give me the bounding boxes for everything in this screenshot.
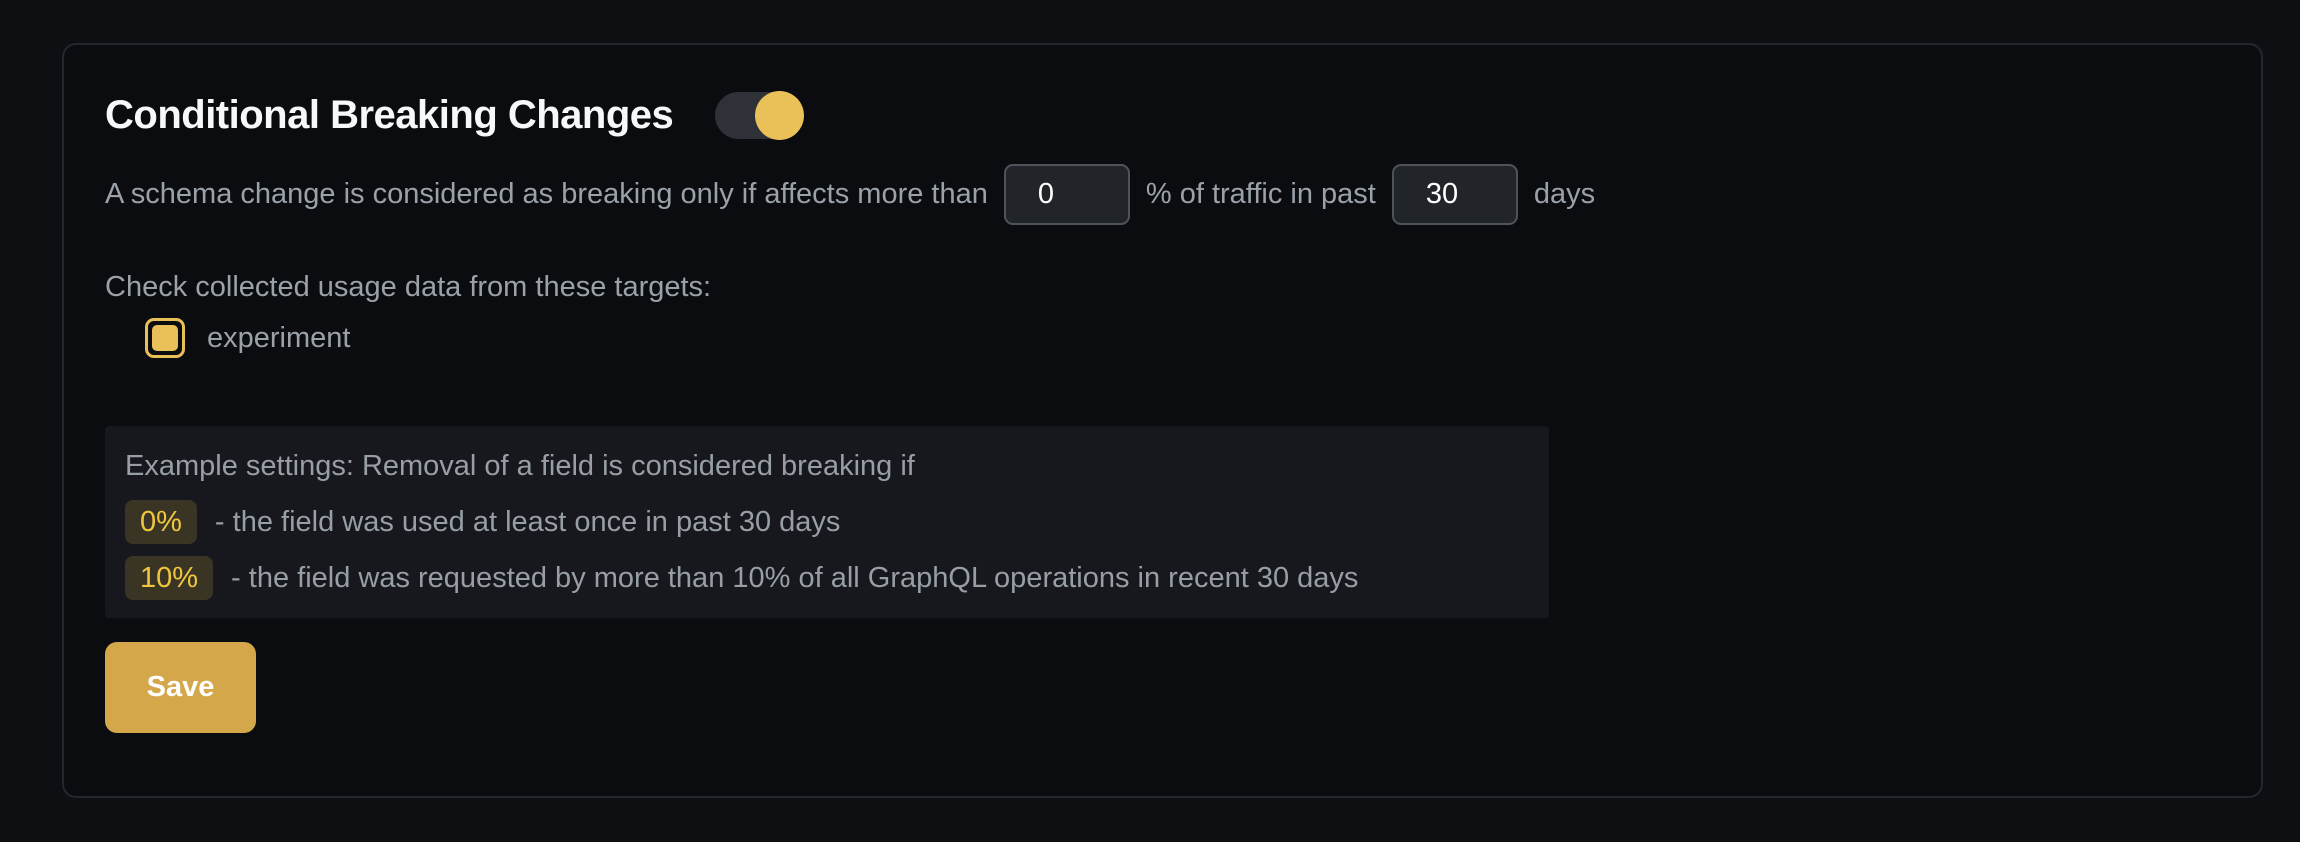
example-settings-box: Example settings: Removal of a field is … [105, 426, 1549, 618]
toggle-knob-icon [755, 90, 805, 140]
percent-badge: 0% [125, 500, 197, 544]
percent-badge: 10% [125, 556, 214, 600]
targets-label: Check collected usage data from these ta… [105, 271, 712, 303]
card-header: Conditional Breaking Changes [105, 85, 2220, 145]
page-title: Conditional Breaking Changes [105, 92, 674, 137]
threshold-sentence: A schema change is considered as breakin… [105, 163, 2220, 225]
breaking-changes-toggle[interactable] [715, 90, 805, 140]
example-row-text: - the field was used at least once in pa… [214, 505, 841, 538]
sentence-part1: A schema change is considered as breakin… [105, 177, 988, 210]
checkbox-checked-icon [152, 325, 178, 351]
target-checkbox[interactable] [145, 318, 185, 358]
save-button-label: Save [146, 671, 215, 703]
example-intro-text: Example settings: Removal of a field is … [125, 450, 915, 482]
example-row: 10% - the field was requested by more th… [125, 556, 1529, 600]
percent-input[interactable] [1003, 163, 1130, 225]
target-name-label[interactable]: experiment [207, 321, 351, 354]
example-row-text: - the field was requested by more than 1… [231, 561, 1359, 594]
sentence-part3: days [1533, 177, 1596, 210]
days-input[interactable] [1391, 163, 1518, 225]
sentence-part2: % of traffic in past [1145, 177, 1376, 210]
save-button[interactable]: Save [105, 642, 256, 733]
example-row: 0% - the field was used at least once in… [125, 500, 1529, 544]
target-row-experiment[interactable]: experiment [145, 318, 2220, 358]
conditional-breaking-changes-card: Conditional Breaking Changes A schema ch… [62, 43, 2263, 798]
